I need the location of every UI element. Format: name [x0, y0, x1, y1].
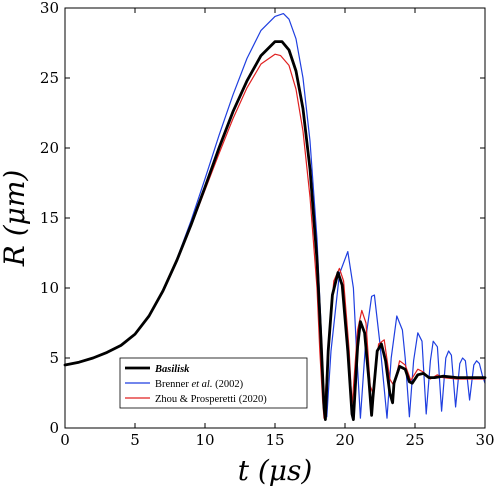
x-tick-label: 25: [405, 431, 424, 449]
x-tick-label: 5: [130, 431, 140, 449]
x-tick-label: 0: [60, 431, 70, 449]
x-tick-label: 15: [265, 431, 284, 449]
y-tick-label: 0: [49, 419, 59, 437]
x-tick-label: 30: [475, 431, 494, 449]
x-tick-label: 10: [195, 431, 214, 449]
series-line-1: [64, 13, 486, 419]
x-tick-label: 20: [335, 431, 354, 449]
legend-label-1: Brenner et al. (2002): [155, 379, 244, 390]
legend-label-2: Zhou & Prosperetti (2020): [155, 394, 267, 405]
y-tick-label: 25: [40, 69, 59, 87]
y-tick-label: 10: [40, 279, 59, 297]
y-tick-label: 20: [40, 139, 59, 157]
y-tick-label: 15: [40, 209, 59, 227]
x-axis-label: t (μs): [238, 454, 313, 487]
y-tick-label: 5: [49, 349, 59, 367]
legend-box: [119, 357, 308, 409]
series-line-0: [63, 40, 487, 421]
y-axis-label: R (μm): [0, 170, 31, 268]
y-tick-label: 30: [40, 0, 59, 17]
legend-label-0: Basilisk: [154, 364, 190, 375]
